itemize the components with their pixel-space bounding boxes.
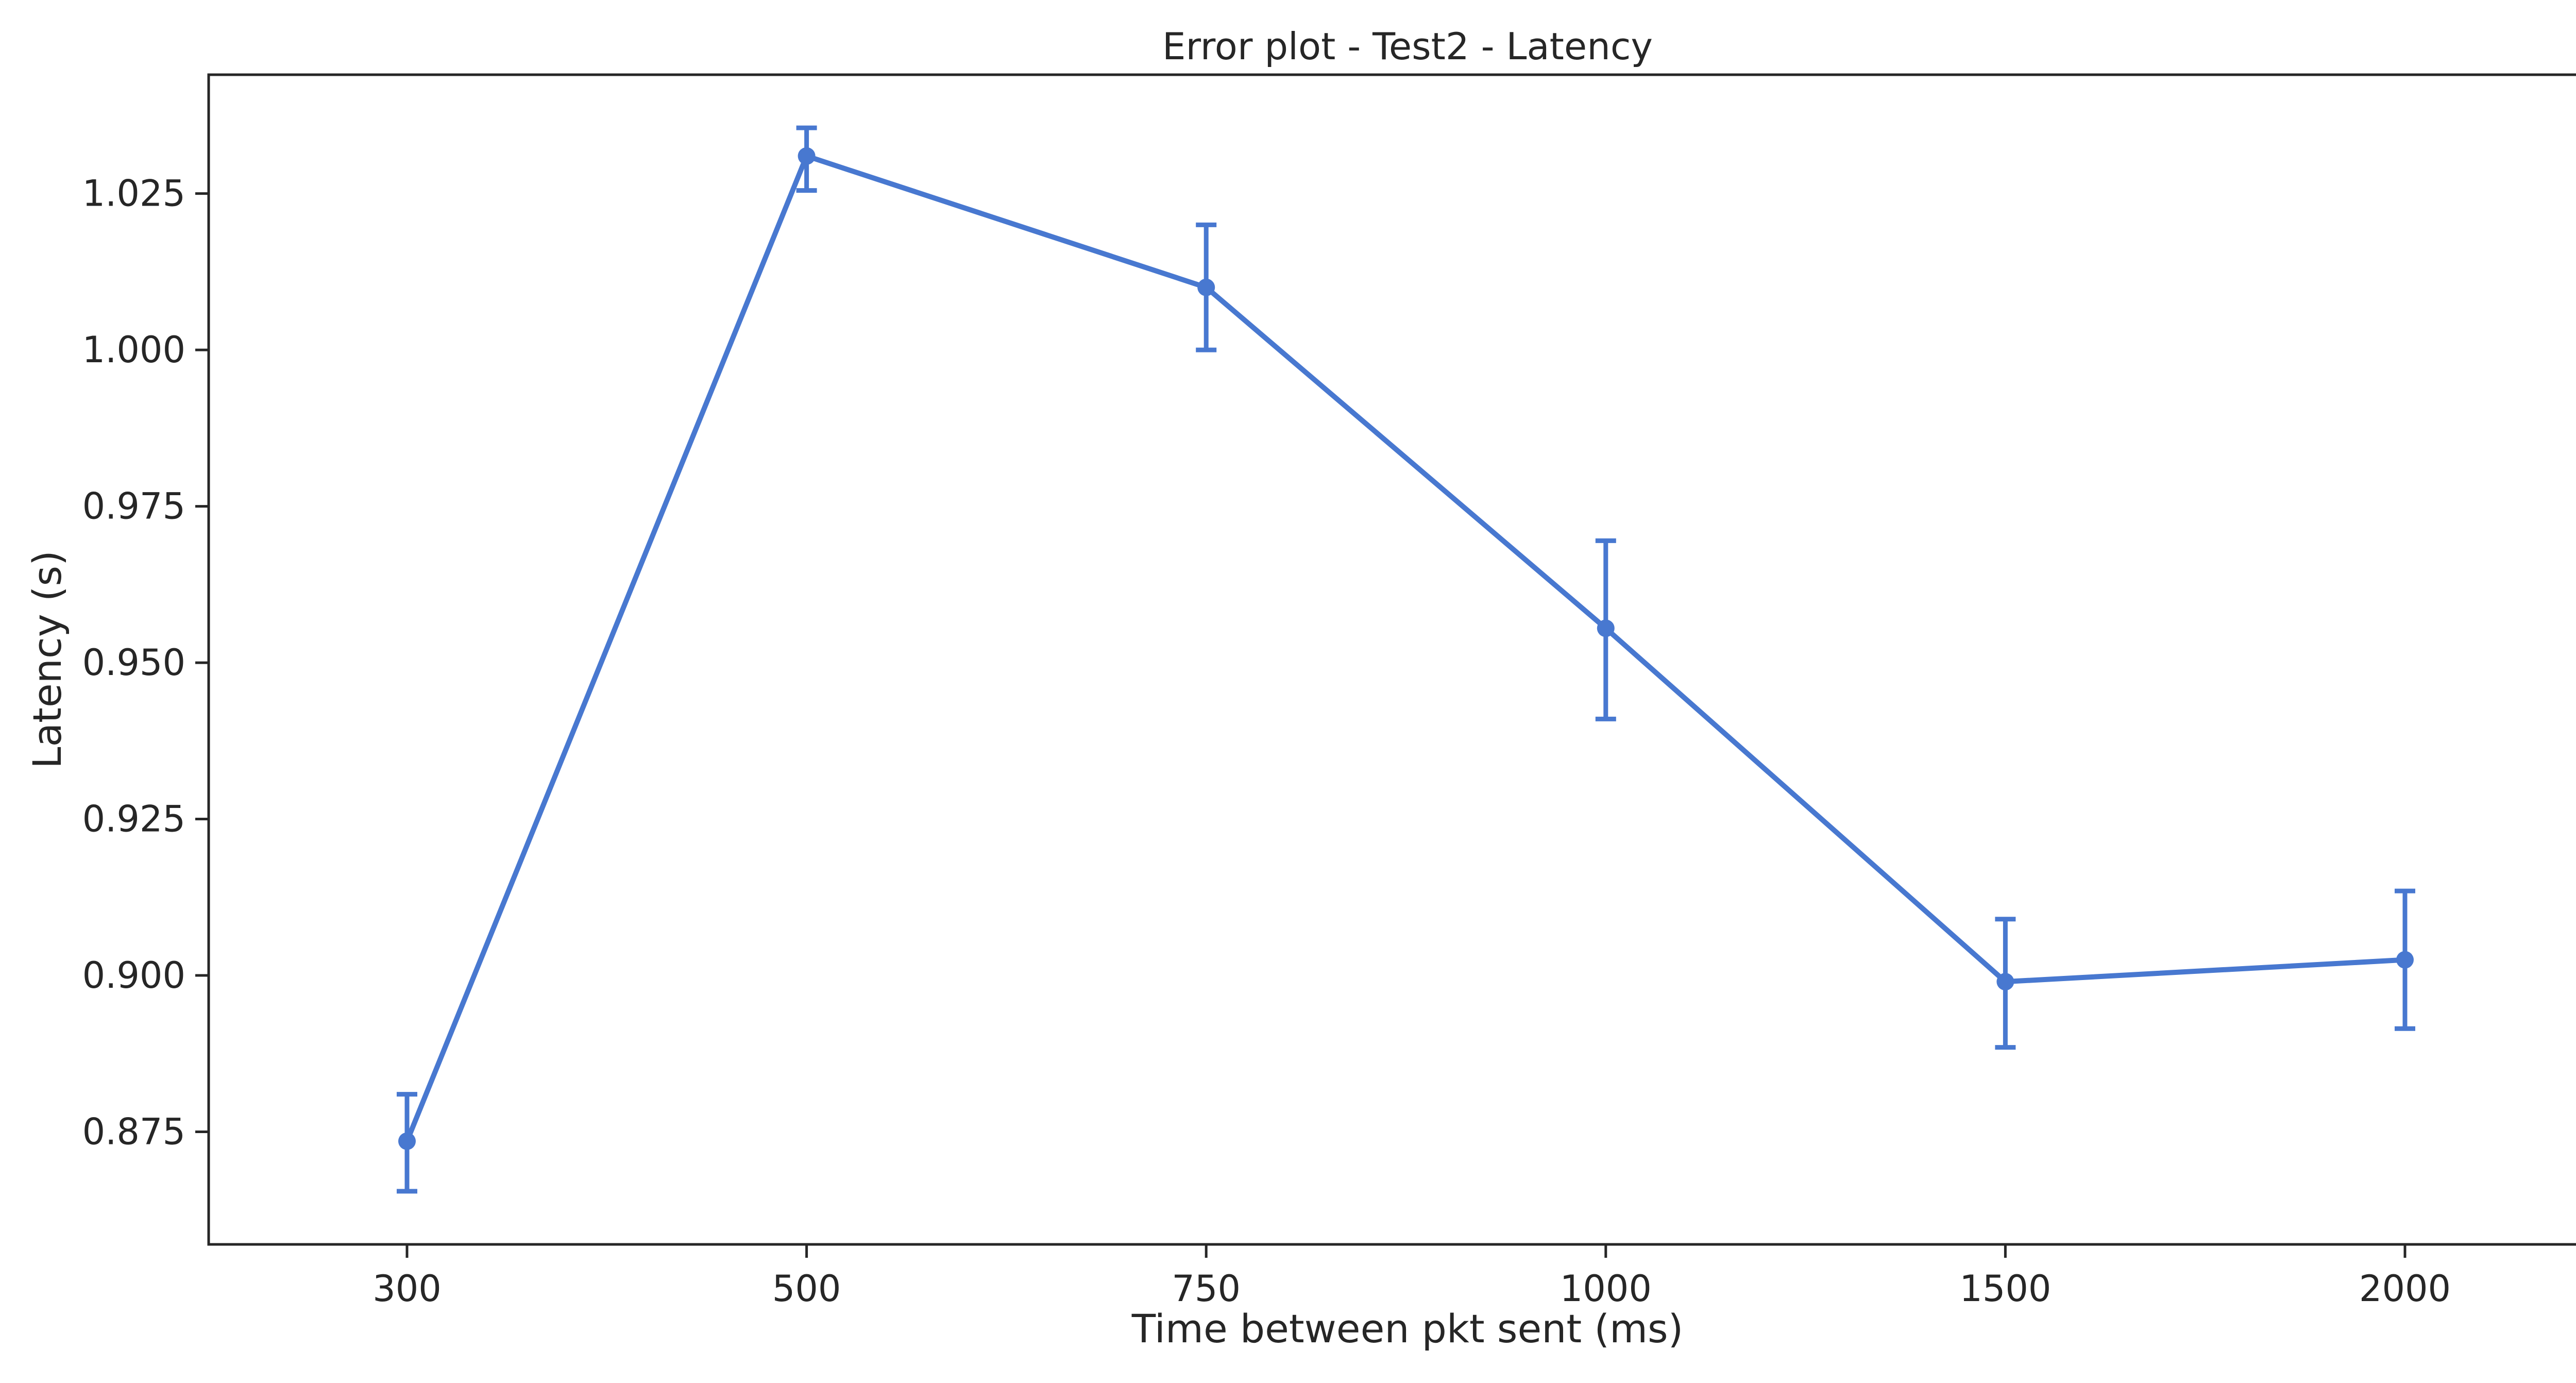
y-tick-label-2: 0.925 — [82, 798, 185, 840]
y-tick-label-3: 0.950 — [82, 642, 185, 684]
data-point-1 — [798, 147, 816, 165]
data-point-2 — [1197, 278, 1215, 296]
data-point-3 — [1597, 619, 1615, 637]
x-tick-label-3: 1000 — [1560, 1268, 1652, 1310]
x-tick-label-2: 750 — [1172, 1268, 1241, 1310]
x-tick-label-4: 1500 — [1959, 1268, 2051, 1310]
data-point-4 — [1996, 973, 2014, 991]
series-line-0 — [404, 153, 2408, 1144]
chart-title: Error plot - Test2 - Latency — [1162, 25, 1653, 68]
y-axis-label: Latency (s) — [24, 550, 70, 768]
y-tick-label-1: 0.900 — [82, 954, 185, 997]
x-tick-label-0: 300 — [372, 1268, 442, 1310]
x-axis-label: Time between pkt sent (ms) — [1131, 1306, 1684, 1352]
data-point-5 — [2396, 951, 2414, 969]
y-tick-label-4: 0.975 — [82, 485, 185, 528]
x-tick-label-5: 2000 — [2359, 1268, 2451, 1310]
y-tick-label-5: 1.000 — [82, 329, 185, 371]
y-tick-label-0: 0.875 — [82, 1110, 185, 1153]
axes-frame — [207, 73, 2576, 1246]
y-tick-label-6: 1.025 — [82, 173, 185, 215]
x-tick-label-1: 500 — [772, 1268, 841, 1310]
data-point-0 — [398, 1132, 416, 1150]
